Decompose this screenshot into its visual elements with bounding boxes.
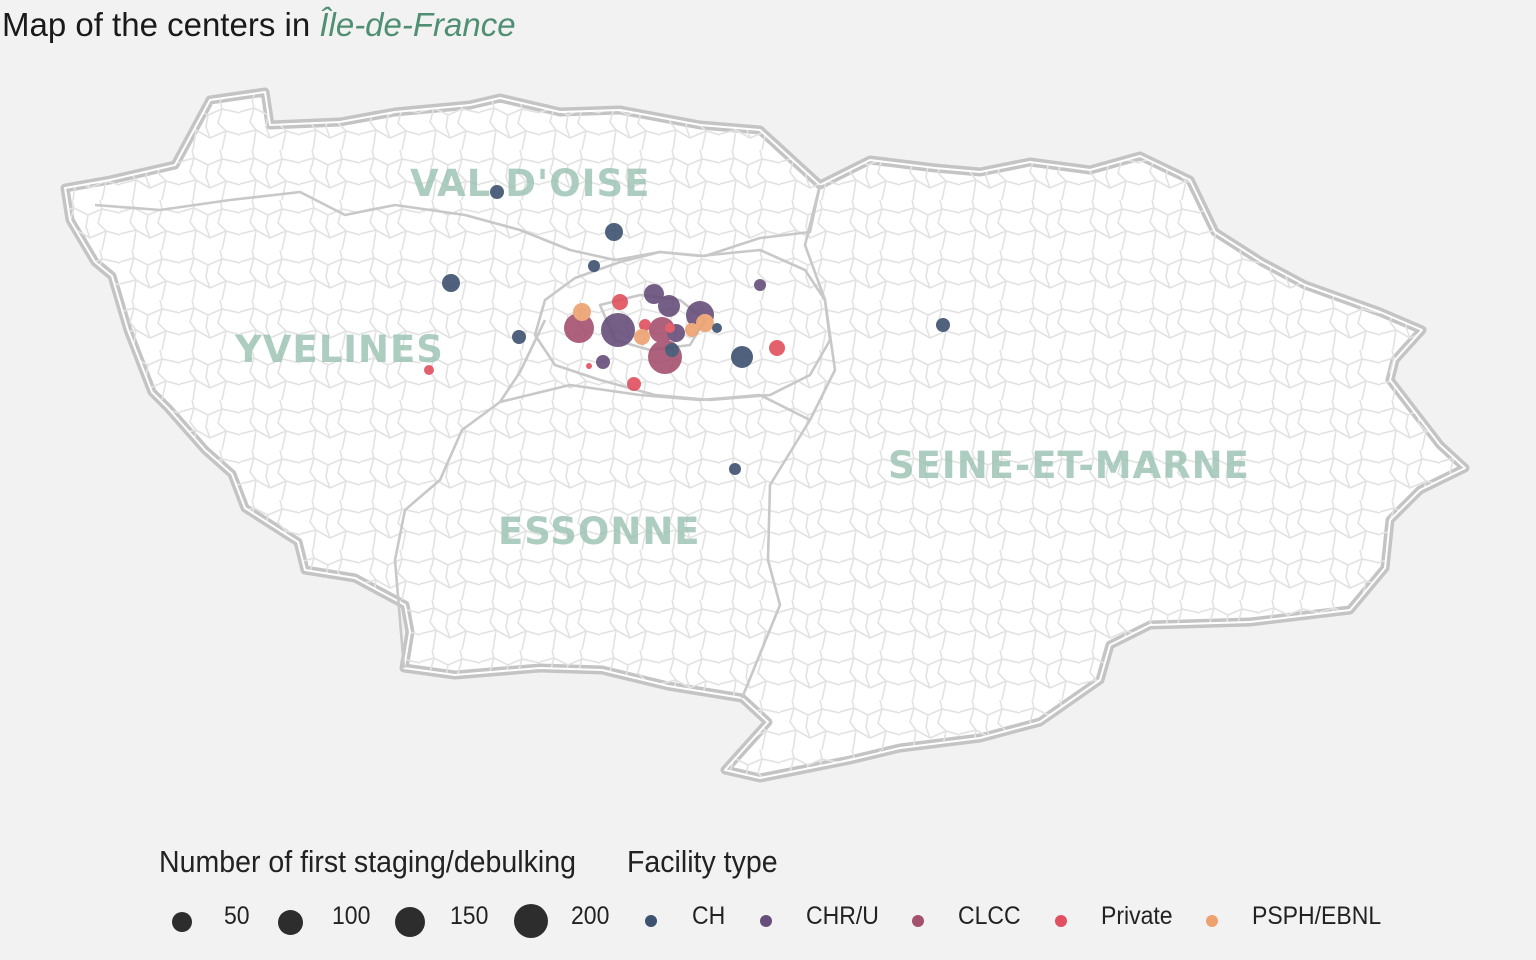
title-region: Île-de-France xyxy=(319,6,516,43)
title-prefix: Map of the centers in xyxy=(2,6,320,43)
facility-marker xyxy=(665,343,679,357)
size-dot-200 xyxy=(514,904,548,938)
facility-marker xyxy=(644,284,664,304)
size-label-100: 100 xyxy=(332,902,371,930)
map-title: Map of the centers in Île-de-France xyxy=(2,6,516,44)
facility-marker xyxy=(936,318,950,332)
type-label-private: Private xyxy=(1101,902,1173,930)
size-label-200: 200 xyxy=(571,902,610,930)
size-dot-100 xyxy=(278,910,303,935)
type-label-clcc: CLCC xyxy=(958,902,1021,930)
facility-marker xyxy=(601,313,635,347)
facility-marker xyxy=(769,340,785,356)
label-seine-et-marne: SEINE-ET-MARNE xyxy=(888,444,1250,487)
facility-marker xyxy=(696,314,714,332)
type-dot-clcc xyxy=(912,915,924,927)
department-labels: VAL D'OISE YVELINES ESSONNE SEINE-ET-MAR… xyxy=(234,162,1250,553)
size-label-50: 50 xyxy=(224,902,250,930)
type-label-psph: PSPH/EBNL xyxy=(1252,902,1382,930)
facility-marker xyxy=(729,463,741,475)
type-dot-chru xyxy=(760,915,772,927)
facility-marker xyxy=(665,323,675,333)
type-legend-title: Facility type xyxy=(627,844,778,879)
type-dot-private xyxy=(1055,915,1067,927)
facility-marker xyxy=(712,323,722,333)
facility-marker xyxy=(754,279,766,291)
size-dot-150 xyxy=(395,907,425,937)
label-val-doise: VAL D'OISE xyxy=(410,162,650,205)
label-yvelines: YVELINES xyxy=(234,328,444,371)
facility-marker xyxy=(685,323,699,337)
facility-marker xyxy=(627,377,641,391)
facility-marker xyxy=(573,303,591,321)
legend: Number of first staging/debulking Facili… xyxy=(0,840,1536,960)
facility-marker xyxy=(588,260,600,272)
facility-marker xyxy=(586,363,592,369)
facility-marker xyxy=(634,329,650,345)
ile-de-france-map: VAL D'OISE YVELINES ESSONNE SEINE-ET-MAR… xyxy=(60,87,1470,783)
facility-marker xyxy=(442,274,460,292)
label-essonne: ESSONNE xyxy=(498,510,701,553)
facility-marker xyxy=(605,223,623,241)
facility-marker xyxy=(658,295,680,317)
facility-marker xyxy=(490,185,504,199)
facility-marker xyxy=(424,365,434,375)
facility-markers xyxy=(424,185,950,475)
facility-marker xyxy=(564,313,594,343)
type-dot-ch xyxy=(645,915,657,927)
commune-boundaries xyxy=(65,92,1465,778)
facility-marker xyxy=(731,346,753,368)
type-label-ch: CH xyxy=(692,902,726,930)
facility-marker xyxy=(596,355,610,369)
size-label-150: 150 xyxy=(450,902,489,930)
type-label-chru: CHR/U xyxy=(806,902,879,930)
size-legend-title: Number of first staging/debulking xyxy=(159,844,576,879)
type-dot-psph xyxy=(1206,915,1218,927)
facility-marker xyxy=(612,294,628,310)
facility-marker xyxy=(639,319,651,331)
size-dot-50 xyxy=(172,912,192,932)
facility-marker xyxy=(512,330,526,344)
